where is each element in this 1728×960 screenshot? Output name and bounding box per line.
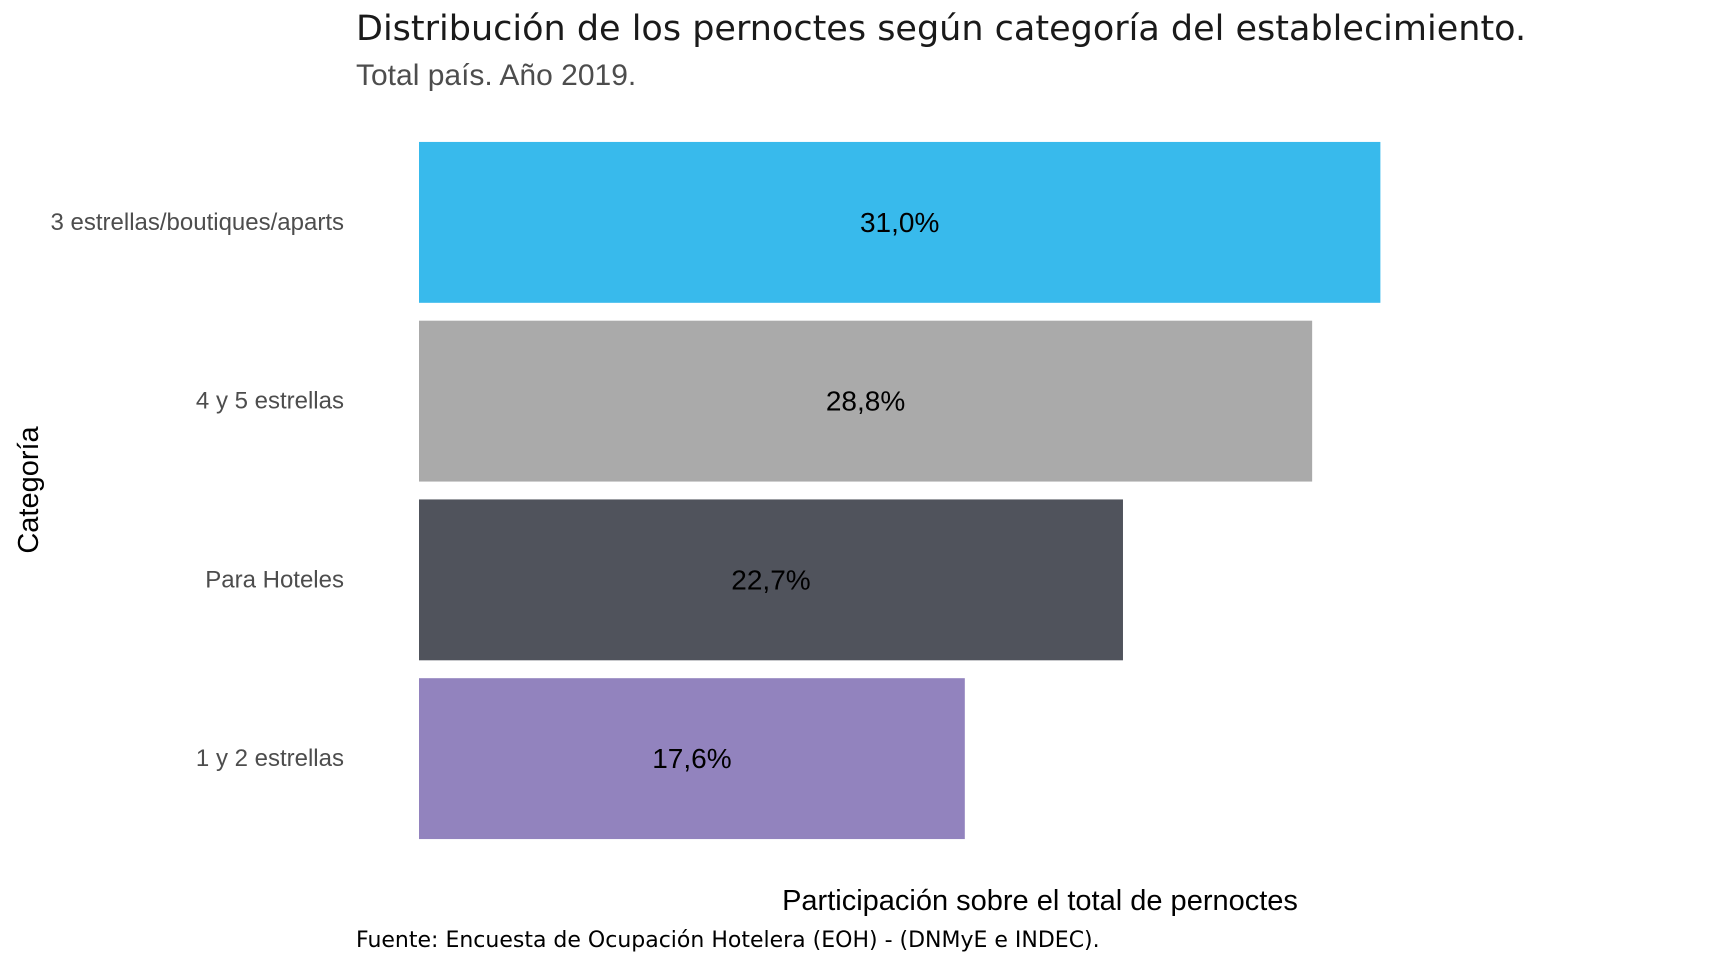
- y-tick-label: Para Hoteles: [205, 566, 344, 593]
- bar-value-label: 22,7%: [731, 564, 810, 595]
- y-tick-label: 3 estrellas/boutiques/aparts: [50, 209, 344, 236]
- chart-caption: Fuente: Encuesta de Ocupación Hotelera (…: [356, 928, 1100, 953]
- x-axis-title: Participación sobre el total de pernocte…: [782, 885, 1298, 917]
- bar: [419, 320, 1313, 482]
- bar-value-label: 17,6%: [652, 743, 731, 774]
- chart-subtitle: Total país. Año 2019.: [356, 59, 636, 92]
- y-axis-title: Categoría: [13, 425, 45, 553]
- y-tick-labels: 3 estrellas/boutiques/aparts 4 y 5 estrel…: [50, 209, 344, 772]
- y-tick-label: 1 y 2 estrellas: [196, 745, 344, 772]
- bar-value-labels: 31,0% 28,8% 22,7% 17,6%: [652, 207, 939, 774]
- bars-group: [419, 141, 1381, 840]
- y-tick-label: 4 y 5 estrellas: [196, 388, 344, 415]
- bar-value-label: 31,0%: [860, 207, 939, 238]
- chart-title: Distribución de los pernoctes según cate…: [356, 9, 1526, 49]
- bar: [419, 141, 1381, 303]
- bar: [419, 499, 1123, 661]
- bar: [419, 678, 965, 840]
- bar-value-label: 28,8%: [826, 386, 905, 417]
